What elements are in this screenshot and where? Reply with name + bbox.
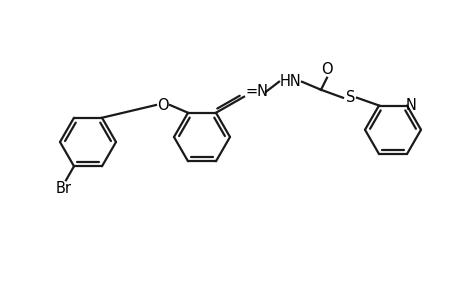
Text: N: N — [405, 98, 415, 113]
Text: Br: Br — [56, 181, 72, 196]
Text: HN: HN — [280, 74, 301, 89]
Text: S: S — [346, 90, 355, 105]
Text: O: O — [320, 62, 332, 77]
Text: O: O — [157, 98, 168, 112]
Text: =N: =N — [245, 84, 268, 99]
